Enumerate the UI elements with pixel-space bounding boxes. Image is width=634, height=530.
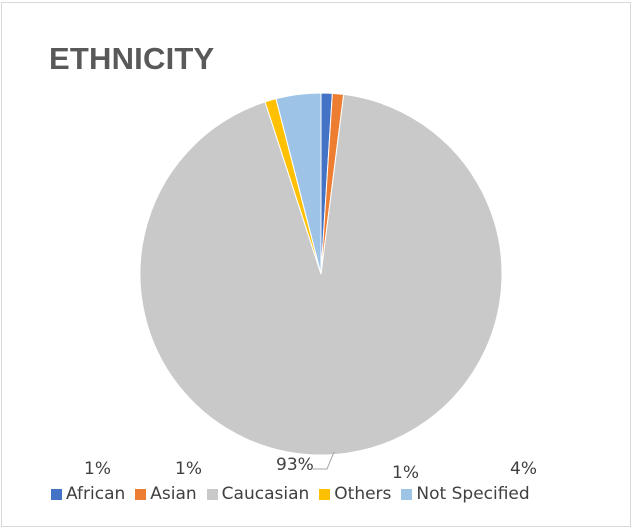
- legend-item-others: Others: [319, 484, 391, 504]
- legend-item-caucasian: Caucasian: [206, 484, 310, 504]
- data-label-others: 1%: [392, 463, 419, 483]
- legend-item-african: African: [51, 484, 125, 504]
- chart-title: ETHNICITY: [49, 41, 215, 76]
- legend-swatch: [401, 488, 413, 500]
- legend-swatch: [51, 488, 62, 500]
- legend-label: African: [66, 484, 126, 504]
- legend-label: Others: [334, 484, 392, 504]
- data-label-not-specified: 4%: [510, 459, 537, 479]
- pie-slice-not-specified: [275, 92, 322, 275]
- pie-slice-caucasian: [139, 93, 503, 456]
- data-label-african: 1%: [84, 459, 111, 479]
- legend-item-asian: Asian: [135, 484, 197, 504]
- legend-label: Caucasian: [221, 484, 310, 504]
- pie-slices: [139, 92, 503, 456]
- legend-swatch: [319, 488, 331, 500]
- legend-label: Not Specified: [416, 484, 530, 504]
- legend-label: Asian: [150, 484, 197, 504]
- legend-swatch: [135, 488, 147, 500]
- legend-swatch: [206, 488, 218, 500]
- label-leader-line: [313, 451, 335, 470]
- data-label-caucasian: 93%: [276, 455, 314, 475]
- data-label-asian: 1%: [175, 459, 202, 479]
- legend-item-not-specified: Not Specified: [401, 484, 530, 504]
- chart-legend: African Asian Caucasian Others Not Speci…: [51, 484, 530, 504]
